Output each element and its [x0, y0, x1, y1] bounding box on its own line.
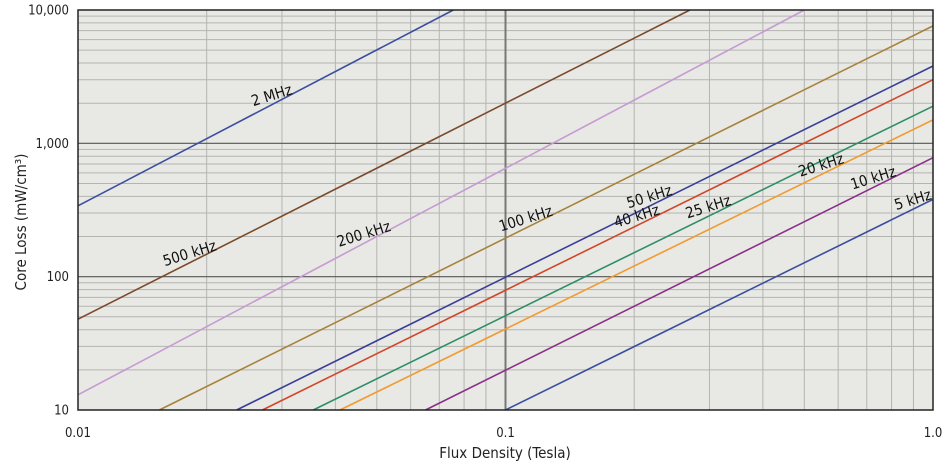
x-axis-label: Flux Density (Tesla) [439, 444, 571, 462]
series-lines [77, 9, 934, 411]
plot-frame [77, 9, 934, 411]
series-line [339, 119, 934, 411]
series-line [77, 9, 805, 396]
series-line [236, 65, 934, 411]
y-tick-labels: 10 100 1,000 10,000 [28, 4, 69, 419]
x-tick-label: 1.0 [924, 426, 943, 441]
series-line [425, 157, 934, 411]
series-line [159, 25, 934, 411]
x-tick-label: 0.1 [496, 426, 515, 441]
series-line [77, 9, 691, 320]
series-line [77, 9, 454, 207]
y-tick-label: 1,000 [36, 137, 69, 152]
series-line [262, 78, 934, 411]
x-tick-label: 0.01 [65, 426, 91, 441]
y-tick-label: 10,000 [28, 4, 69, 19]
x-tick-labels: 0.01 0.1 1.0 [65, 426, 942, 441]
series-line [505, 198, 934, 411]
y-axis-label: Core Loss (mW/cm³) [12, 154, 30, 291]
y-tick-label: 100 [47, 270, 69, 285]
y-tick-label: 10 [54, 404, 69, 419]
series-line [312, 105, 934, 411]
